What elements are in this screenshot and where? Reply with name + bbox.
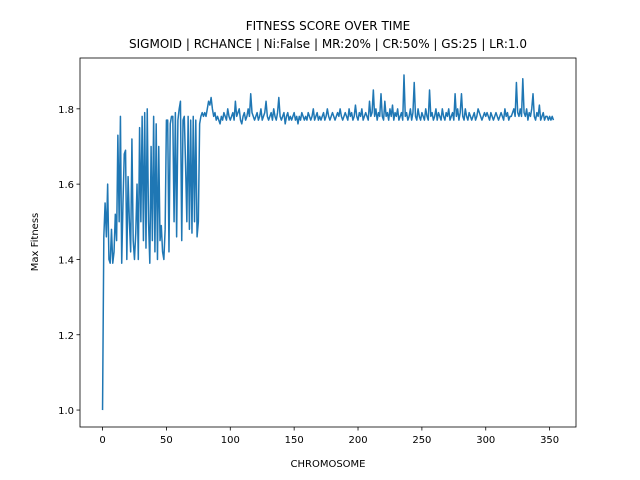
x-tick-label: 50	[160, 435, 173, 446]
axes-frame	[79, 57, 577, 428]
x-tick-label: 300	[476, 435, 495, 446]
chart-subtitle: SIGMOID | RCHANCE | Ni:False | MR:20% | …	[129, 37, 527, 51]
y-tick-label: 1.8	[58, 105, 74, 116]
x-tick-label: 350	[540, 435, 559, 446]
x-tick-label: 200	[348, 435, 367, 446]
x-tick-label: 250	[412, 435, 431, 446]
y-tick-label: 1.6	[58, 180, 74, 191]
y-tick-label: 1.4	[58, 255, 74, 266]
x-tick-label: 100	[221, 435, 240, 446]
x-axis-label: CHROMOSOME	[291, 459, 366, 470]
x-tick-label: 0	[99, 435, 105, 446]
y-tick-label: 1.0	[58, 406, 74, 417]
x-tick-label: 150	[285, 435, 304, 446]
chart-title: FITNESS SCORE OVER TIME	[246, 19, 411, 33]
y-axis-label: Max Fitness	[30, 213, 41, 272]
y-tick-label: 1.2	[58, 331, 74, 342]
data-line	[101, 74, 555, 411]
